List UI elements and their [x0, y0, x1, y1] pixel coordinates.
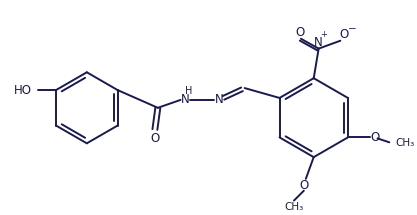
Text: HO: HO	[13, 84, 31, 97]
Text: O: O	[340, 28, 349, 41]
Text: O: O	[299, 179, 309, 192]
Text: O: O	[295, 26, 304, 39]
Text: N: N	[314, 36, 323, 49]
Text: −: −	[348, 24, 357, 34]
Text: O: O	[150, 132, 160, 145]
Text: N: N	[181, 93, 190, 106]
Text: N: N	[215, 93, 224, 106]
Text: O: O	[370, 131, 379, 144]
Text: +: +	[320, 30, 327, 39]
Text: CH₃: CH₃	[284, 203, 304, 212]
Text: CH₃: CH₃	[395, 138, 414, 148]
Text: H: H	[185, 86, 192, 96]
